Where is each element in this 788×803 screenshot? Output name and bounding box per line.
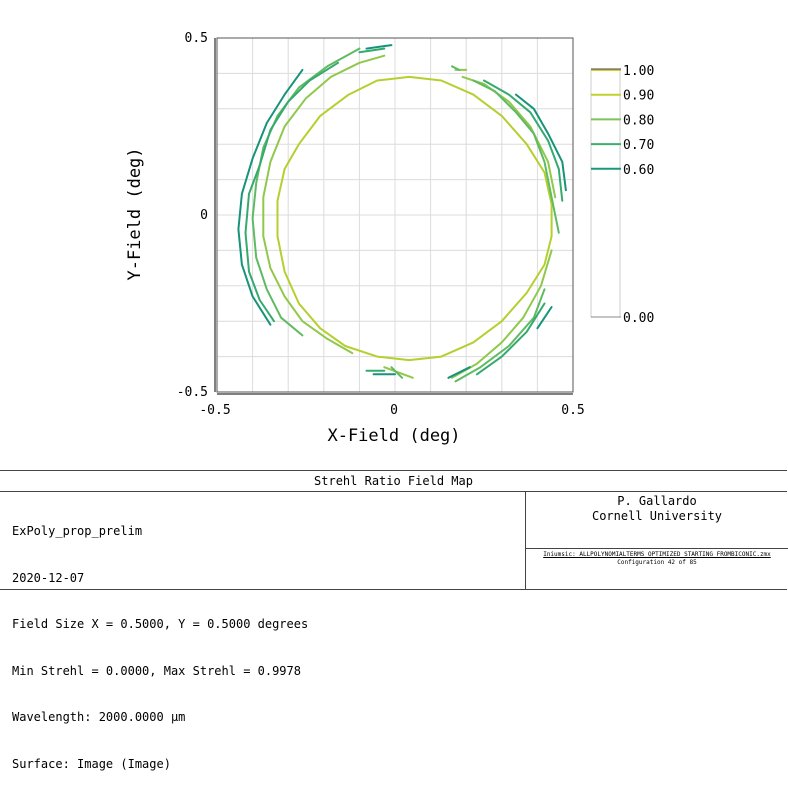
y-axis-title: Y-Field (deg) [125, 147, 145, 280]
contour-line-0-8 [451, 65, 461, 71]
info-line-field-size: Field Size X = 0.5000, Y = 0.5000 degree… [12, 617, 309, 631]
y-tick-mid: 0 [200, 208, 208, 223]
info-line-date: 2020-12-07 [12, 570, 85, 585]
info-title: Strehl Ratio Field Map [0, 471, 787, 492]
author-institution: Cornell University [591, 509, 723, 523]
info-line-surface: Surface: Image (Image) [12, 756, 171, 771]
legend-box [590, 69, 621, 318]
author-name: P. Gallardo [617, 494, 697, 508]
contour-lines [237, 44, 567, 383]
y-tick-bottom: -0.5 [177, 385, 208, 400]
contour-line-0-85 [461, 75, 557, 199]
plot-grid [217, 38, 573, 392]
contour-line-0-7 [358, 47, 386, 54]
contour-line-0-85 [262, 54, 386, 355]
contour-line-0-8 [472, 79, 560, 234]
legend-label: 0.70 [623, 138, 654, 153]
info-divider [526, 548, 788, 549]
contour-line-0-85 [383, 366, 414, 379]
x-tick-right: 0.5 [561, 403, 584, 418]
file-name: Iniumsic: ALLPOLYNOMIALTERMS_OPTIMIZED_S… [543, 551, 771, 558]
x-tick-left: -0.5 [199, 403, 230, 418]
info-panel: Strehl Ratio Field Map ExPoly_prop_preli… [0, 470, 788, 771]
contour-line-0-6 [237, 68, 304, 326]
legend: 1.00 0.90 0.80 0.70 0.60 0.00 [590, 64, 654, 326]
info-author-block: P. Gallardo Cornell University Iniumsic:… [525, 492, 788, 590]
info-line-strehl-range: Min Strehl = 0.0000, Max Strehl = 0.9978 [12, 663, 301, 678]
info-details: ExPoly_prop_prelim 2020-12-07 Field Size… [12, 493, 308, 803]
x-axis-title: X-Field (deg) [327, 426, 460, 446]
legend-label: 0.60 [623, 163, 654, 178]
contour-line-0-7 [244, 61, 339, 323]
contour-line-0-9 [276, 75, 553, 362]
contour-line-0-6 [447, 366, 471, 379]
contour-line-0-6 [365, 44, 393, 50]
legend-label: 0.00 [623, 311, 654, 326]
contour-line-0-7 [483, 79, 564, 202]
x-tick-mid: 0 [390, 403, 398, 418]
legend-label: 1.00 [623, 64, 654, 79]
contour-line-0-6 [515, 93, 567, 192]
contour-line-0-8 [390, 366, 404, 379]
legend-label: 0.90 [623, 89, 654, 104]
configuration-label: Configuration 42 of 85 [617, 559, 697, 566]
strehl-plot: 0.5 0 -0.5 -0.5 0 0.5 X-Field (deg) Y-Fi… [125, 31, 654, 446]
contour-line-0-6 [536, 306, 553, 330]
contour-line-0-7 [475, 302, 546, 376]
legend-label: 0.80 [623, 113, 654, 128]
contour-line-0-8 [454, 288, 546, 383]
contour-line-0-85 [451, 249, 553, 379]
author-block: P. Gallardo Cornell University [526, 494, 788, 524]
info-line-wavelength: Wavelength: 2000.0000 µm [12, 710, 186, 724]
y-tick-top: 0.5 [185, 31, 208, 46]
info-line-name: ExPoly_prop_prelim [12, 524, 143, 538]
plot-frame [216, 37, 574, 393]
